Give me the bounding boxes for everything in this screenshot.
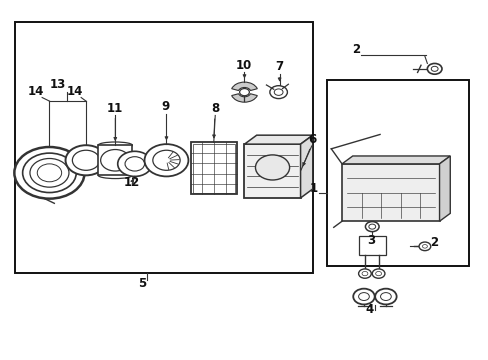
Circle shape: [352, 289, 374, 305]
Text: 7: 7: [275, 60, 283, 73]
Bar: [98, 145, 132, 175]
Polygon shape: [300, 135, 312, 198]
Text: 2: 2: [429, 236, 437, 249]
Ellipse shape: [98, 172, 132, 179]
Text: 3: 3: [366, 234, 375, 247]
Circle shape: [72, 150, 100, 170]
Text: 1: 1: [309, 182, 317, 195]
Text: 12: 12: [123, 176, 140, 189]
Circle shape: [14, 147, 84, 199]
Circle shape: [101, 149, 130, 171]
Circle shape: [269, 86, 287, 99]
Bar: [358, 235, 385, 255]
Wedge shape: [231, 82, 257, 91]
Text: 4: 4: [365, 303, 373, 316]
Circle shape: [418, 242, 430, 251]
Circle shape: [374, 289, 396, 305]
Text: 8: 8: [211, 102, 219, 115]
Circle shape: [118, 151, 152, 176]
Text: 9: 9: [161, 100, 169, 113]
Bar: [341, 164, 439, 221]
Bar: [192, 144, 235, 193]
Circle shape: [361, 271, 367, 276]
Circle shape: [153, 150, 180, 170]
Circle shape: [371, 269, 384, 278]
Circle shape: [380, 293, 390, 301]
Bar: [15, 22, 312, 273]
Bar: [244, 144, 300, 198]
Ellipse shape: [98, 142, 132, 148]
Circle shape: [422, 244, 427, 248]
Polygon shape: [244, 135, 312, 144]
Wedge shape: [231, 94, 257, 102]
Text: 2: 2: [351, 43, 359, 56]
Circle shape: [375, 271, 381, 276]
Circle shape: [368, 224, 375, 229]
Text: 13: 13: [49, 78, 65, 91]
Circle shape: [125, 157, 144, 171]
Circle shape: [255, 155, 289, 180]
Text: 10: 10: [235, 59, 251, 72]
Text: 14: 14: [27, 85, 44, 98]
Text: 5: 5: [138, 278, 146, 291]
Circle shape: [65, 145, 106, 175]
Circle shape: [144, 144, 188, 176]
Circle shape: [427, 63, 441, 74]
Circle shape: [365, 222, 378, 231]
Polygon shape: [341, 156, 449, 164]
Bar: [327, 80, 468, 266]
Bar: [190, 142, 237, 194]
Circle shape: [239, 89, 249, 96]
Text: 6: 6: [307, 133, 316, 146]
Circle shape: [430, 66, 437, 71]
Circle shape: [358, 293, 368, 301]
Circle shape: [274, 89, 283, 95]
Text: 14: 14: [66, 85, 83, 98]
Circle shape: [358, 269, 370, 278]
Polygon shape: [439, 156, 449, 221]
Text: 11: 11: [107, 103, 123, 116]
